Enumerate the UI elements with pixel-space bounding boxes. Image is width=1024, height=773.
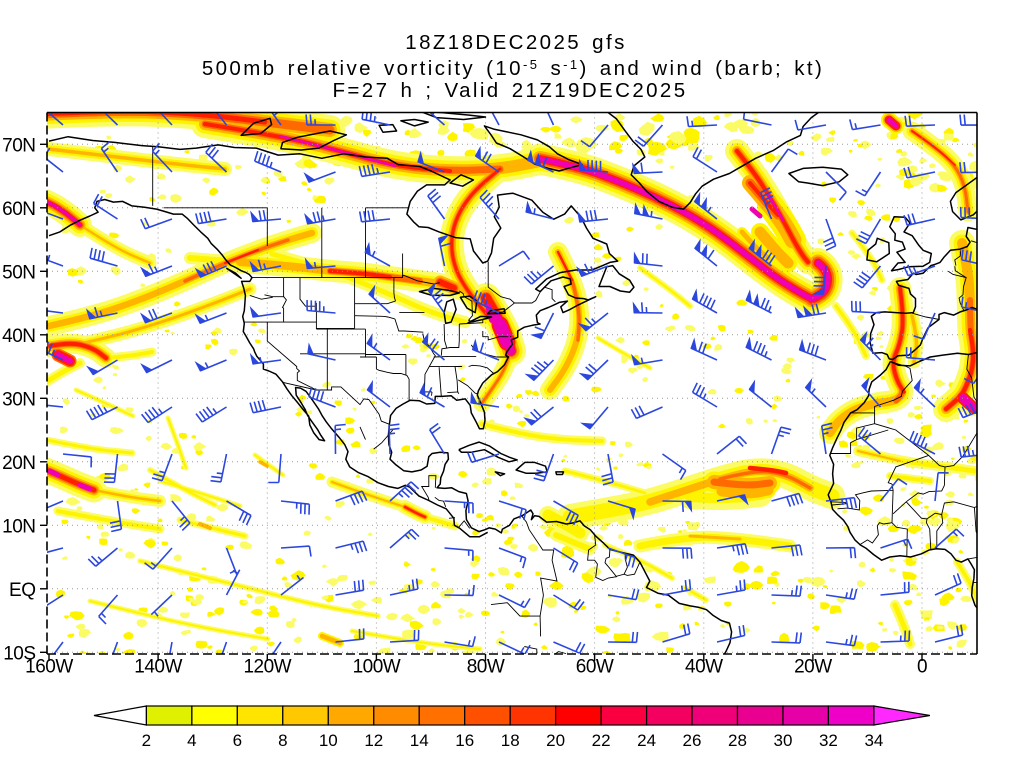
svg-text:30: 30 [774,731,793,750]
svg-text:20: 20 [546,731,565,750]
svg-text:0: 0 [917,657,927,678]
svg-text:40N: 40N [2,326,35,347]
svg-text:10: 10 [319,731,338,750]
svg-text:140W: 140W [134,657,182,678]
svg-text:160W: 160W [25,657,73,678]
svg-text:14: 14 [410,731,429,750]
svg-text:500mb relative vorticity (10-5: 500mb relative vorticity (10-5 s-1) and … [202,57,824,80]
svg-text:2: 2 [142,731,151,750]
svg-text:30N: 30N [2,389,35,410]
svg-text:28: 28 [728,731,747,750]
svg-text:40W: 40W [685,657,723,678]
svg-text:20W: 20W [794,657,832,678]
svg-text:F=27 h ; Valid 21Z19DEC2025: F=27 h ; Valid 21Z19DEC2025 [332,79,687,102]
svg-text:10N: 10N [2,516,35,537]
svg-text:50N: 50N [2,262,35,283]
svg-text:120W: 120W [243,657,291,678]
svg-text:60W: 60W [576,657,614,678]
svg-text:22: 22 [592,731,611,750]
svg-text:60N: 60N [2,199,35,220]
svg-text:20N: 20N [2,453,35,474]
svg-text:24: 24 [637,731,656,750]
svg-text:100W: 100W [353,657,401,678]
svg-text:EQ: EQ [9,580,35,601]
svg-text:6: 6 [233,731,242,750]
svg-text:70N: 70N [2,135,35,156]
svg-text:18: 18 [501,731,520,750]
svg-text:8: 8 [278,731,287,750]
svg-text:16: 16 [455,731,474,750]
svg-text:18Z18DEC2025 gfs: 18Z18DEC2025 gfs [405,31,626,54]
svg-text:12: 12 [364,731,383,750]
svg-text:10S: 10S [3,643,35,664]
svg-text:32: 32 [819,731,838,750]
svg-text:80W: 80W [467,657,505,678]
svg-text:4: 4 [187,731,196,750]
svg-text:34: 34 [864,731,883,750]
svg-text:26: 26 [683,731,702,750]
